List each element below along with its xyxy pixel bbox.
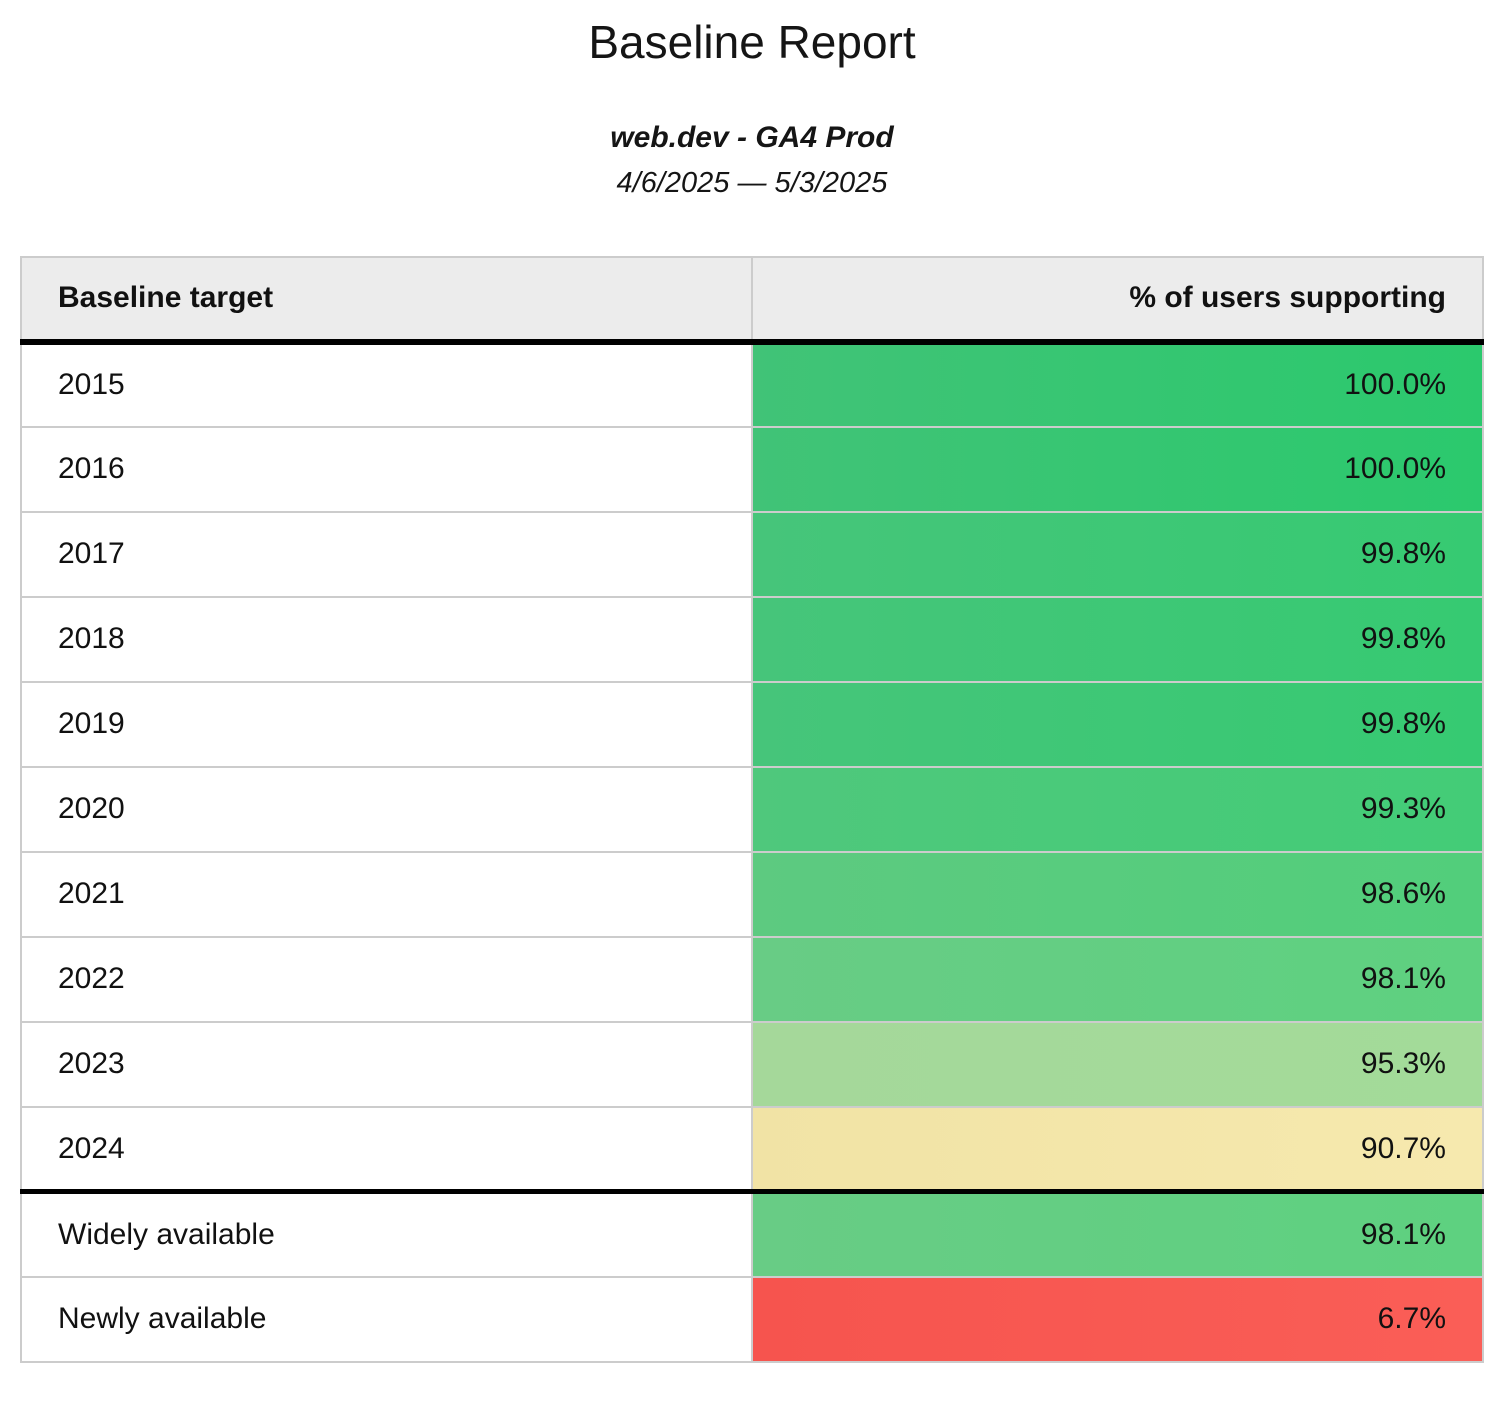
baseline-target-cell: 2017 xyxy=(20,510,753,598)
table-row: 2024 90.7% xyxy=(20,1105,1484,1193)
support-percent-cell: 6.7% xyxy=(751,1275,1484,1363)
page-title: Baseline Report xyxy=(588,16,916,68)
baseline-target-cell: 2023 xyxy=(20,1020,753,1108)
column-header-percent-supporting: % of users supporting xyxy=(751,255,1484,345)
table-header-row: Baseline target % of users supporting xyxy=(20,255,1484,345)
table-row: 2022 98.1% xyxy=(20,935,1484,1023)
support-percent-cell: 99.3% xyxy=(751,765,1484,853)
column-header-baseline-target: Baseline target xyxy=(20,255,753,345)
support-percent-cell: 90.7% xyxy=(751,1105,1484,1193)
support-percent-cell: 98.6% xyxy=(751,850,1484,938)
support-percent-cell: 95.3% xyxy=(751,1020,1484,1108)
baseline-target-cell: Newly available xyxy=(20,1275,753,1363)
support-percent-cell: 98.1% xyxy=(751,935,1484,1023)
baseline-table-container: Baseline target % of users supporting 20… xyxy=(20,255,1484,1363)
baseline-target-cell: 2019 xyxy=(20,680,753,768)
baseline-table: Baseline target % of users supporting 20… xyxy=(20,255,1484,1363)
baseline-target-cell: 2015 xyxy=(20,340,753,428)
property-name: web.dev - GA4 Prod xyxy=(610,120,894,154)
table-row-widely-available: Widely available 98.1% xyxy=(20,1189,1484,1278)
support-percent-cell: 98.1% xyxy=(751,1189,1484,1278)
support-percent-cell: 100.0% xyxy=(751,425,1484,513)
table-row: 2015 100.0% xyxy=(20,340,1484,428)
baseline-target-cell: 2022 xyxy=(20,935,753,1023)
table-row-newly-available: Newly available 6.7% xyxy=(20,1275,1484,1363)
date-range: 4/6/2025 — 5/3/2025 xyxy=(616,166,888,199)
support-percent-cell: 99.8% xyxy=(751,595,1484,683)
table-row: 2023 95.3% xyxy=(20,1020,1484,1108)
table-row: 2018 99.8% xyxy=(20,595,1484,683)
table-row: 2016 100.0% xyxy=(20,425,1484,513)
support-percent-cell: 99.8% xyxy=(751,510,1484,598)
table-row: 2021 98.6% xyxy=(20,850,1484,938)
baseline-target-cell: 2024 xyxy=(20,1105,753,1193)
baseline-target-cell: 2016 xyxy=(20,425,753,513)
table-row: 2019 99.8% xyxy=(20,680,1484,768)
table-row: 2020 99.3% xyxy=(20,765,1484,853)
table-row: 2017 99.8% xyxy=(20,510,1484,598)
baseline-target-cell: Widely available xyxy=(20,1189,753,1278)
support-percent-cell: 100.0% xyxy=(751,340,1484,428)
support-percent-cell: 99.8% xyxy=(751,680,1484,768)
baseline-target-cell: 2018 xyxy=(20,595,753,683)
baseline-target-cell: 2021 xyxy=(20,850,753,938)
baseline-target-cell: 2020 xyxy=(20,765,753,853)
